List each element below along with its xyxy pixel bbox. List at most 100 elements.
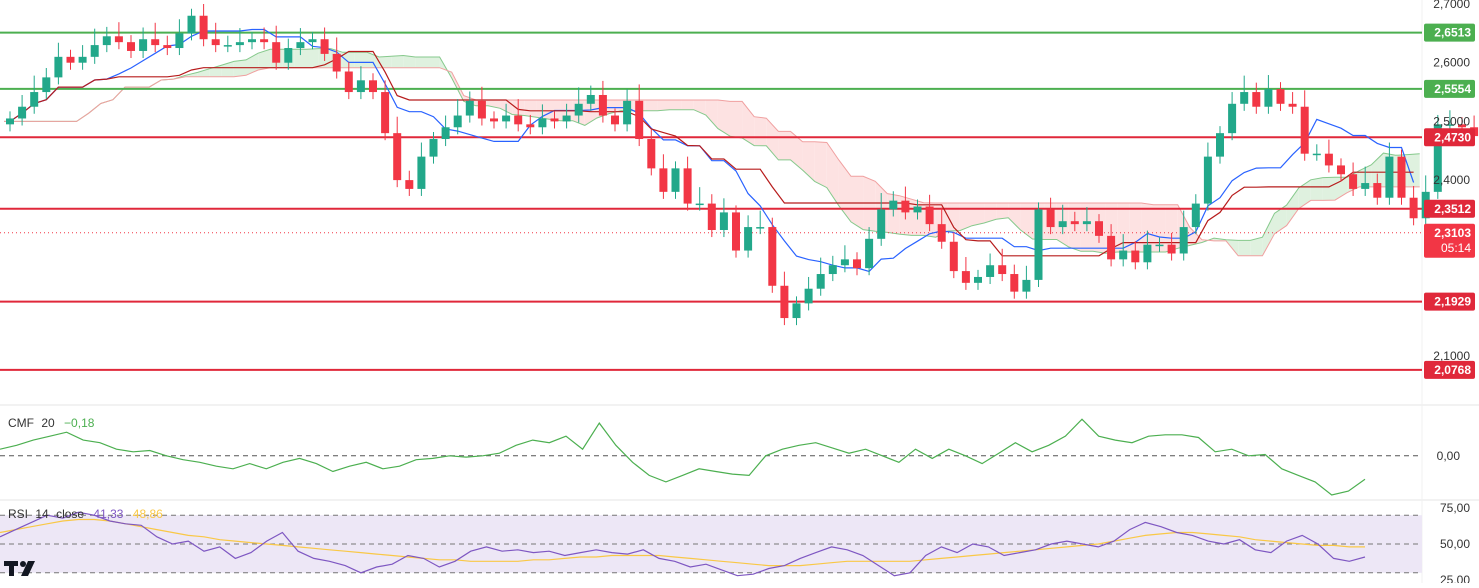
cmf-legend[interactable]: CMF 20 −0,18 <box>8 416 95 430</box>
cloud-segment <box>863 176 876 232</box>
candle-body <box>393 133 402 181</box>
tenkan-sen-line <box>9 28 1415 273</box>
cloud-segment <box>1189 227 1202 246</box>
cloud-segment <box>669 99 682 110</box>
cloud-segment <box>294 49 307 68</box>
candle-body <box>1203 156 1212 204</box>
cloud-segment <box>645 99 658 111</box>
candle-body <box>127 42 135 51</box>
candle-body <box>1131 250 1140 263</box>
candle-body <box>1228 103 1237 134</box>
candle-body <box>671 168 680 192</box>
candle-body <box>1288 103 1297 107</box>
cloud-segment <box>379 56 392 68</box>
candle-body <box>163 45 172 49</box>
candle-body <box>1119 250 1128 260</box>
cloud-segment <box>947 203 960 232</box>
rsi-tick-label: 50,00 <box>1440 537 1470 551</box>
candle-body <box>816 274 825 289</box>
price-tick-label: 2,7000 <box>1433 0 1470 11</box>
candle-body <box>719 212 728 231</box>
candle-body <box>1082 221 1091 225</box>
candle-body <box>1070 221 1079 225</box>
candle-countdown-label: 05:14 <box>1441 241 1471 255</box>
candle-body <box>514 115 523 125</box>
candle-body <box>937 224 946 242</box>
level-price-tag <box>1424 79 1475 98</box>
candle-body <box>223 45 232 47</box>
candle-body <box>405 180 414 189</box>
cloud-segment <box>354 52 367 68</box>
candle-body <box>1179 227 1188 254</box>
rsi-length: 14 <box>35 507 49 521</box>
candle-body <box>308 39 317 43</box>
cloud-segment <box>403 55 416 68</box>
candle-body <box>211 39 220 46</box>
candle-body <box>901 200 910 213</box>
cmf-line <box>0 418 1366 496</box>
candle-body <box>840 259 849 266</box>
candle-body <box>78 56 87 63</box>
candle-body <box>441 127 450 140</box>
candle-body <box>647 139 656 169</box>
candle-body <box>453 115 462 128</box>
cloud-segment <box>1250 237 1263 256</box>
candle-body <box>1385 156 1394 198</box>
cloud-segment <box>1117 203 1130 253</box>
candle-body <box>974 276 982 283</box>
candle-body <box>1337 165 1345 175</box>
rsi-value: 41,33 <box>93 507 123 521</box>
cloud-segment <box>427 56 440 68</box>
rsi-legend[interactable]: RSI 14 close 41,33 48,86 <box>8 507 163 521</box>
candle-body <box>1167 244 1176 254</box>
candle-body <box>369 80 377 93</box>
cloud-segment <box>802 141 815 182</box>
cloud-segment <box>814 141 827 188</box>
candle-body <box>1155 244 1164 247</box>
cloud-segment <box>584 99 597 126</box>
candle-body <box>151 39 160 46</box>
level-price-tag <box>1424 128 1475 147</box>
level-price-label: 2,0768 <box>1434 363 1471 377</box>
candle-body <box>768 227 777 286</box>
cloud-segment <box>778 131 791 160</box>
cmf-panel: 0,00 <box>0 418 1460 496</box>
cloud-segment <box>342 52 355 68</box>
candle-body <box>1373 183 1382 198</box>
candle-body <box>623 100 632 125</box>
cloud-segment <box>1407 153 1420 187</box>
cloud-segment <box>1008 203 1021 230</box>
candle-body <box>1361 183 1370 189</box>
candle-body <box>1058 221 1067 228</box>
cloud-segment <box>826 142 839 206</box>
cloud-segment <box>693 99 706 116</box>
tradingview-logo[interactable] <box>4 561 35 576</box>
cloud-segment <box>1286 188 1299 226</box>
candle-body <box>780 285 789 319</box>
cloud-segment <box>657 99 670 111</box>
cloud-segment <box>705 99 718 129</box>
candle-body <box>30 92 39 107</box>
candle-body <box>1010 274 1019 292</box>
candle-body <box>526 124 535 128</box>
candle-body <box>114 36 123 43</box>
cloud-segment <box>1020 203 1033 239</box>
cloud-segment <box>1371 153 1384 187</box>
candle-body <box>6 118 14 125</box>
candle-body <box>889 200 898 210</box>
candle-body <box>296 42 305 49</box>
cloud-segment <box>233 59 246 77</box>
candle-body <box>272 42 281 63</box>
cloud-segment <box>730 101 743 138</box>
candle-body <box>90 45 99 57</box>
rsi-line <box>0 511 1366 577</box>
candle-body <box>1312 153 1321 156</box>
candle-body <box>1022 279 1031 292</box>
candle-body <box>635 100 644 140</box>
candle-body <box>1046 209 1055 228</box>
candle-body <box>986 265 995 277</box>
cmf-length: 20 <box>41 416 55 430</box>
candle-body <box>344 71 353 93</box>
